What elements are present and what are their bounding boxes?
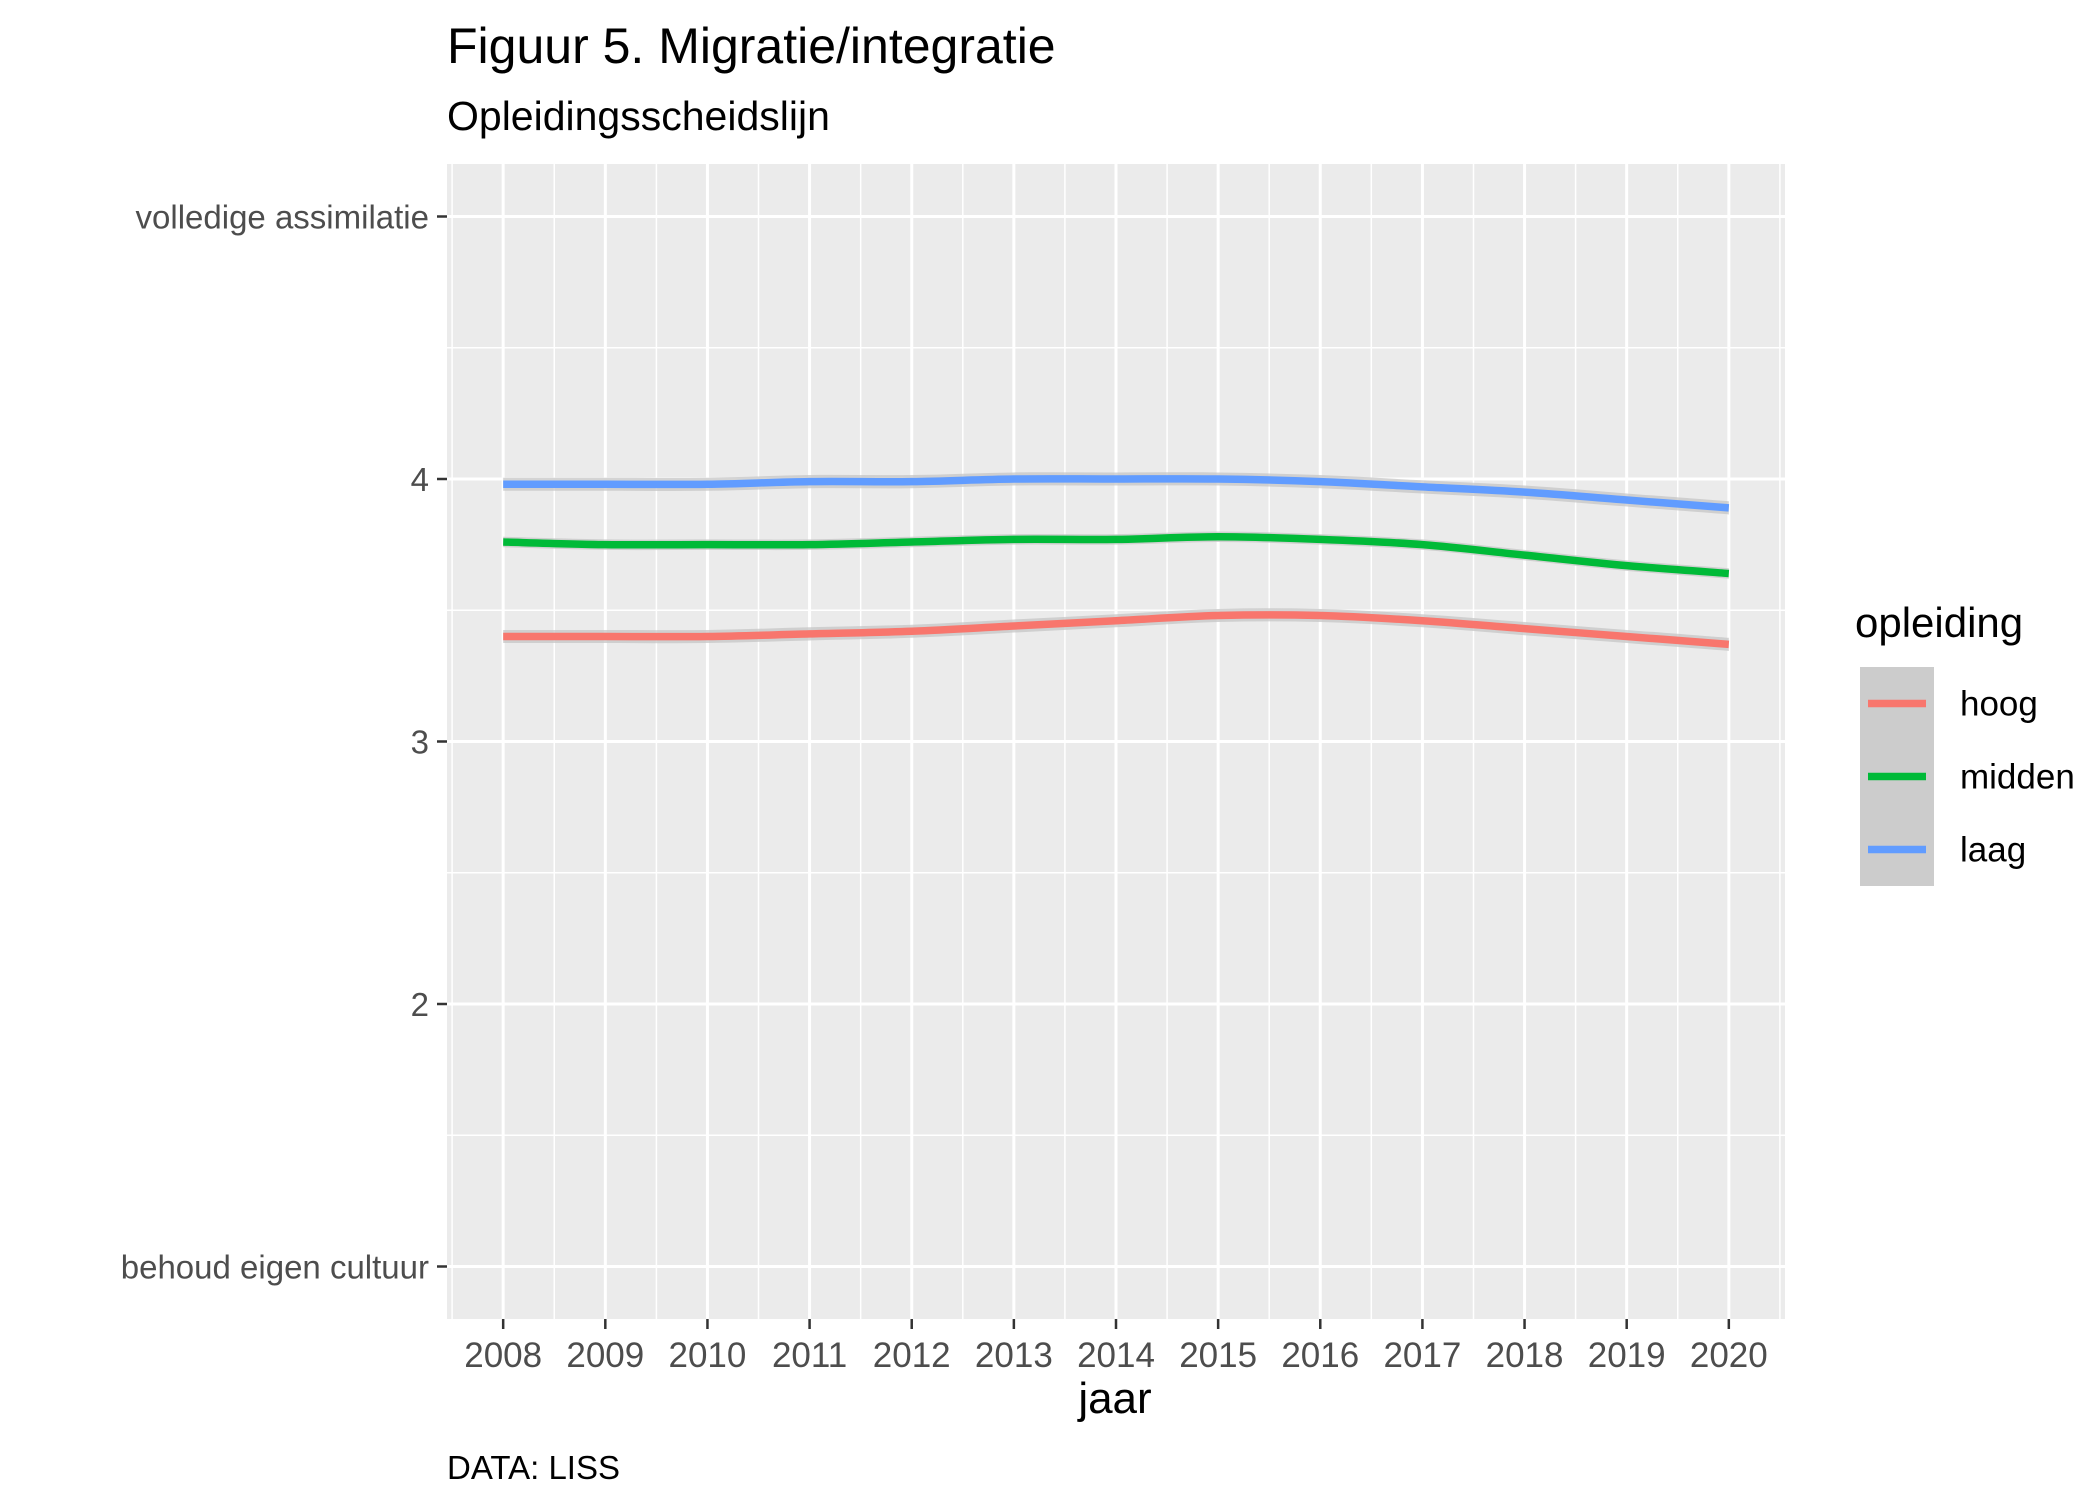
x-tick-label: 2012	[873, 1336, 951, 1375]
x-tick-label: 2018	[1486, 1336, 1564, 1375]
y-tick-label: 4	[411, 461, 429, 498]
x-axis-title: jaar	[1076, 1374, 1151, 1423]
chart-subtitle: Opleidingsscheidslijn	[447, 93, 830, 139]
x-tick-label: 2013	[975, 1336, 1053, 1375]
x-tick-label: 2010	[669, 1336, 747, 1375]
legend-label-laag: laag	[1960, 831, 2026, 870]
x-tick-label: 2014	[1077, 1336, 1155, 1375]
x-tick-label: 2019	[1588, 1336, 1666, 1375]
legend: opleiding hoog midden laag	[1855, 599, 2075, 886]
chart-title: Figuur 5. Migratie/integratie	[447, 18, 1056, 74]
x-tick-label: 2020	[1690, 1336, 1768, 1375]
y-tick-label: 3	[411, 724, 429, 761]
chart-caption: DATA: LISS	[447, 1449, 620, 1486]
x-tick-label: 2017	[1383, 1336, 1461, 1375]
series-line-midden	[503, 533, 1730, 578]
plot-panel	[447, 164, 1785, 1319]
y-axis: behoud eigen cultuur 2 3 4 volledige assimil…	[121, 199, 447, 1286]
series-lines	[503, 475, 1730, 649]
x-tick-label: 2008	[464, 1336, 542, 1375]
x-tick-label: 2015	[1179, 1336, 1257, 1375]
y-tick-label: 2	[411, 986, 429, 1023]
legend-label-hoog: hoog	[1960, 685, 2038, 724]
series-line-hoog	[503, 611, 1730, 649]
y-tick-label: behoud eigen cultuur	[121, 1249, 429, 1286]
x-tick-label: 2016	[1281, 1336, 1359, 1375]
series-line-laag	[503, 475, 1730, 512]
legend-label-midden: midden	[1960, 758, 2075, 797]
y-tick-label: volledige assimilatie	[136, 199, 429, 236]
x-tick-label: 2011	[772, 1336, 847, 1375]
legend-title: opleiding	[1855, 599, 2023, 646]
x-axis: 2008 2009 2010 2011 2012 2013 2014 2015 2016 2017…	[464, 1319, 1768, 1375]
x-tick-label: 2009	[566, 1336, 644, 1375]
